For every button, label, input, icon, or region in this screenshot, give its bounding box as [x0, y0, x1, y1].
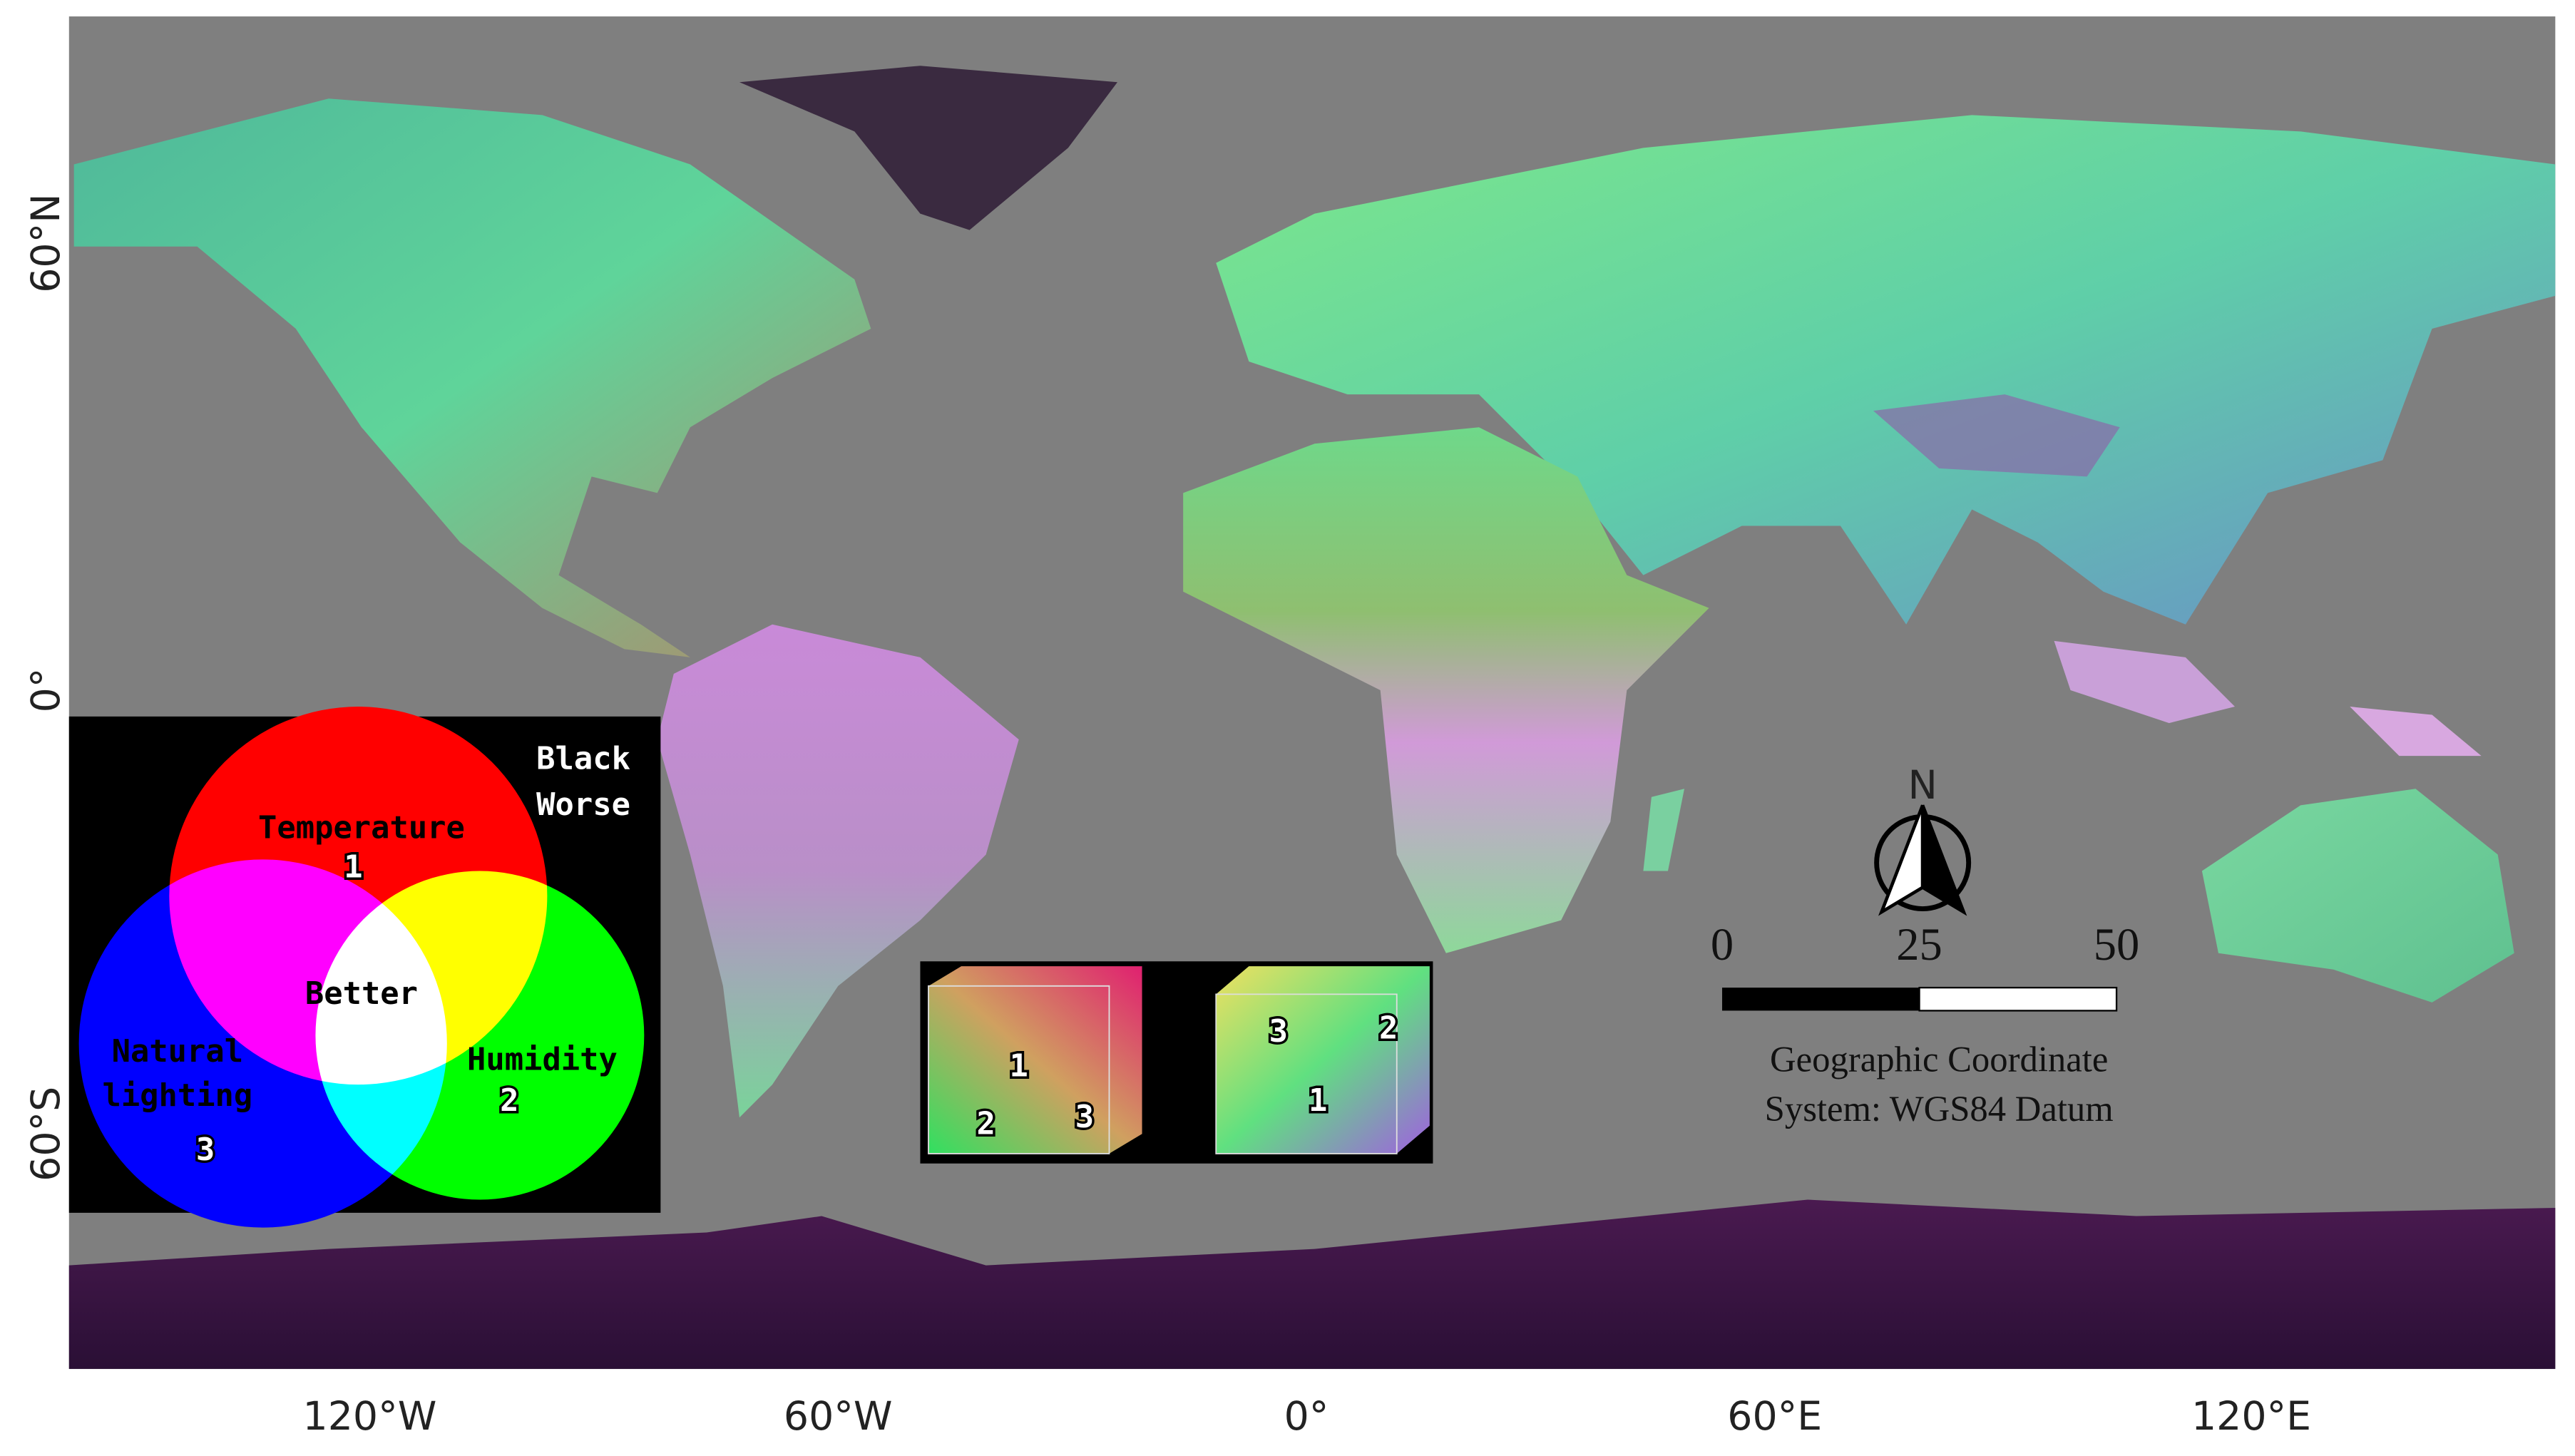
madagascar [1643, 789, 1685, 871]
cube-number: 1 [1010, 1048, 1028, 1085]
south-america [657, 624, 1019, 1118]
scale-segment [1918, 986, 2118, 1012]
cube-edge [1215, 993, 1398, 1154]
scale-bar: 0 25 50 Geographic Coordinate System: WG… [1711, 919, 2139, 1129]
north-arrow-right [1920, 804, 1967, 916]
scale-segment [1722, 988, 1920, 1011]
y-axis-label: 60°N [24, 193, 69, 292]
new-guinea [2350, 707, 2482, 757]
cube-edge [928, 985, 1110, 1154]
cube-right [1216, 966, 1430, 1154]
cube-number: 3 [1075, 1099, 1094, 1135]
legend-corner-text: Worse [536, 786, 630, 823]
greenland [739, 66, 1117, 230]
venn [78, 707, 645, 1228]
cube-number: 3 [1269, 1013, 1288, 1050]
north-america [73, 98, 871, 657]
scale-label: 0 [1711, 919, 1734, 970]
lighting-label: lighting [102, 1077, 252, 1114]
north-arrow: N [1874, 763, 1972, 916]
x-axis-label: 120°W [303, 1394, 437, 1440]
cube-legend: 1 2 3 3 2 1 [920, 961, 1433, 1164]
humidity-label: Humidity [467, 1041, 618, 1077]
lighting-label: Natural [112, 1033, 243, 1070]
datum-text: Geographic Coordinate [1770, 1040, 2108, 1080]
antarctica [68, 1199, 2556, 1369]
cube-number: 1 [1309, 1082, 1327, 1119]
scale-label: 50 [2094, 919, 2140, 970]
eurasia [1216, 115, 2556, 625]
temperature-number: 1 [344, 849, 362, 886]
scale-label: 25 [1896, 919, 1942, 970]
africa [1183, 427, 1709, 953]
north-label: N [1908, 763, 1937, 809]
y-axis-label: 0° [24, 668, 69, 713]
humidity-circle [315, 871, 645, 1200]
datum-text: System: WGS84 Datum [1765, 1089, 2114, 1129]
legend-corner-text: Black [536, 741, 630, 777]
lighting-number: 3 [196, 1132, 215, 1168]
center-label: Better [305, 975, 418, 1012]
x-axis-label: 0° [1284, 1394, 1329, 1440]
humidity-number: 2 [500, 1082, 518, 1119]
cube-left [928, 966, 1142, 1154]
temperature-label: Temperature [258, 809, 465, 846]
x-axis-label: 60°W [784, 1394, 893, 1440]
y-axis-label: 60°S [24, 1087, 69, 1181]
tibet [1873, 394, 2120, 477]
australia [2201, 789, 2514, 1003]
x-axis-label: 60°E [1727, 1394, 1822, 1440]
cube-number: 2 [1379, 1010, 1398, 1047]
x-axis-label: 120°E [2191, 1394, 2311, 1440]
se-asia-islands [2054, 640, 2235, 724]
cube-number: 2 [976, 1105, 995, 1142]
color-legend: Black Worse Temperature 1 Better Humidit… [68, 707, 661, 1228]
